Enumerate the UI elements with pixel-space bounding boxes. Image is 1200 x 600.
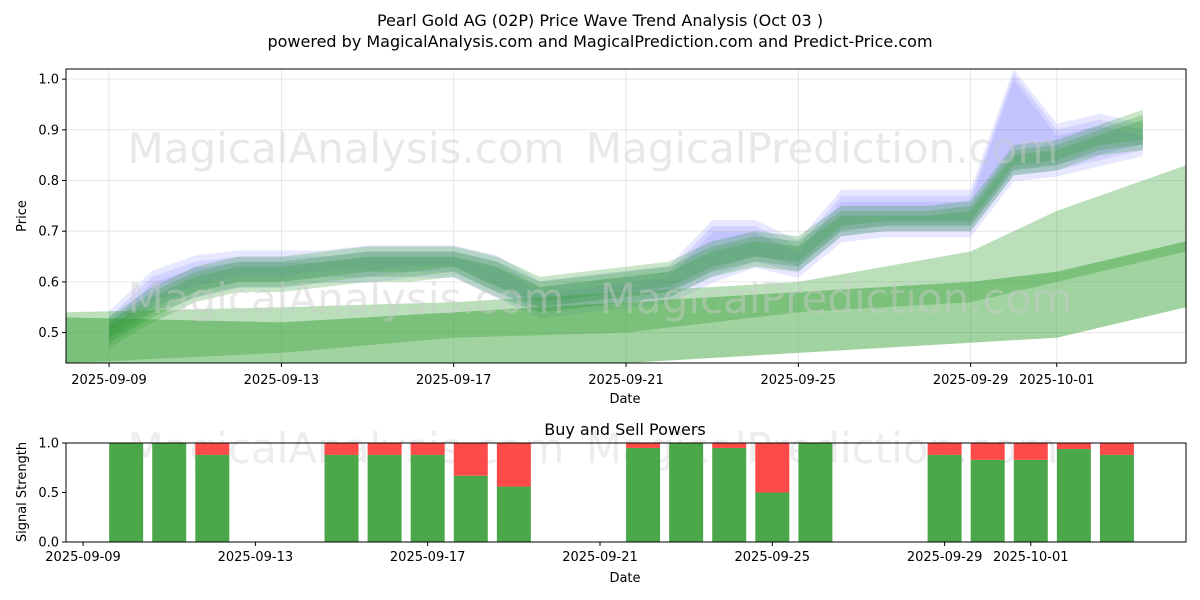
buy-bar <box>798 443 833 542</box>
powers-x-tick-label: 2025-09-17 <box>390 550 466 565</box>
price-x-tick-label: 2025-10-01 <box>1019 373 1095 388</box>
buy-bar <box>152 443 187 542</box>
powers-y-tick-label: 1.0 <box>38 437 59 452</box>
sell-bar <box>927 443 962 455</box>
price-watermarks: MagicalAnalysis.com MagicalPrediction.co… <box>128 124 1073 323</box>
price-band-2 <box>109 114 1143 343</box>
price-band-4 <box>66 241 1186 363</box>
price-bands <box>66 69 1186 363</box>
watermark-analysis: MagicalAnalysis.com <box>128 124 565 173</box>
price-panel: MagicalAnalysis.com MagicalPrediction.co… <box>15 68 1187 407</box>
price-band-1 <box>109 69 1143 332</box>
powers-x-tick-label: 2025-09-13 <box>218 550 294 565</box>
price-grid <box>66 69 1186 363</box>
price-y-tick-label: 1.0 <box>38 73 59 88</box>
powers-x-label: Date <box>609 571 640 586</box>
price-ticks: 0.5 0.6 0.7 0.8 0.9 1.0 2025-09-09 2025-09-13 20… <box>38 73 1094 388</box>
price-y-tick-label: 0.9 <box>38 123 59 138</box>
sell-bar <box>970 443 1005 460</box>
sell-bar <box>1013 443 1048 460</box>
price-band-3 <box>66 165 1186 363</box>
price-x-label: Date <box>609 392 640 407</box>
watermark-prediction: MagicalPrediction.com <box>586 124 1059 173</box>
chart-title: Pearl Gold AG (02P) Price Wave Trend Ana… <box>377 11 823 30</box>
sell-bar <box>1099 443 1134 455</box>
powers-x-tick-label: 2025-09-09 <box>45 550 121 565</box>
price-y-label: Price <box>15 200 30 232</box>
price-x-tick-label: 2025-09-29 <box>933 373 1009 388</box>
sell-bar <box>712 443 747 448</box>
buy-bar <box>410 454 445 542</box>
powers-ticks: 0.0 0.5 1.0 2025-09-09 2025-09-13 2025-09-17 2… <box>38 437 1068 566</box>
powers-x-tick-label: 2025-10-01 <box>993 550 1069 565</box>
sell-bar <box>410 443 445 455</box>
price-y-tick-label: 0.5 <box>38 326 59 341</box>
powers-x-tick-label: 2025-09-21 <box>562 550 638 565</box>
watermark-analysis-lower: MagicalAnalysis.com <box>128 274 565 323</box>
sell-bar <box>496 443 531 487</box>
powers-x-tick-label: 2025-09-25 <box>735 550 811 565</box>
sell-bar <box>367 443 402 455</box>
sell-bar <box>755 443 790 493</box>
buy-bar <box>1056 448 1091 542</box>
powers-panel: Buy and Sell Powers MagicalAnalysis.com … <box>15 420 1187 586</box>
powers-y-label: Signal Strength <box>15 442 30 542</box>
chart-subtitle: powered by MagicalAnalysis.com and Magic… <box>267 32 932 51</box>
price-x-tick-label: 2025-09-09 <box>71 373 147 388</box>
powers-watermarks: MagicalAnalysis.com MagicalPrediction.co… <box>128 424 1059 473</box>
buy-bar <box>927 454 962 542</box>
buy-bar <box>1099 454 1134 542</box>
buy-bar <box>453 475 488 542</box>
price-y-tick-label: 0.7 <box>38 225 59 240</box>
buy-bar <box>712 447 747 542</box>
sell-bar <box>324 443 359 455</box>
buy-bar <box>324 454 359 542</box>
price-y-tick-label: 0.8 <box>38 174 59 189</box>
price-x-tick-label: 2025-09-21 <box>588 373 664 388</box>
price-band-2 <box>109 119 1143 348</box>
buy-bar <box>367 454 402 542</box>
buy-bar <box>496 486 531 542</box>
price-x-tick-label: 2025-09-25 <box>761 373 837 388</box>
powers-title: Buy and Sell Powers <box>544 420 706 439</box>
powers-bars <box>109 443 1134 542</box>
buy-bar <box>626 447 661 542</box>
buy-bar <box>970 459 1005 542</box>
price-band-1 <box>109 74 1143 338</box>
sell-bar <box>1056 443 1091 449</box>
buy-bar <box>109 443 144 542</box>
buy-bar <box>1013 459 1048 542</box>
buy-bar <box>669 443 704 542</box>
price-x-tick-label: 2025-09-13 <box>244 373 320 388</box>
powers-y-tick-label: 0.0 <box>38 536 59 551</box>
buy-bar <box>195 454 230 542</box>
price-band-1 <box>109 80 1143 344</box>
watermark-prediction-lower: MagicalPrediction.com <box>600 274 1073 323</box>
price-y-tick-label: 0.6 <box>38 275 59 290</box>
buy-bar <box>755 492 790 542</box>
sell-bar <box>195 443 230 455</box>
sell-bar <box>626 443 661 448</box>
price-x-tick-label: 2025-09-17 <box>416 373 492 388</box>
sell-bar <box>453 443 488 476</box>
powers-x-tick-label: 2025-09-29 <box>907 550 983 565</box>
powers-y-tick-label: 0.5 <box>38 486 59 501</box>
